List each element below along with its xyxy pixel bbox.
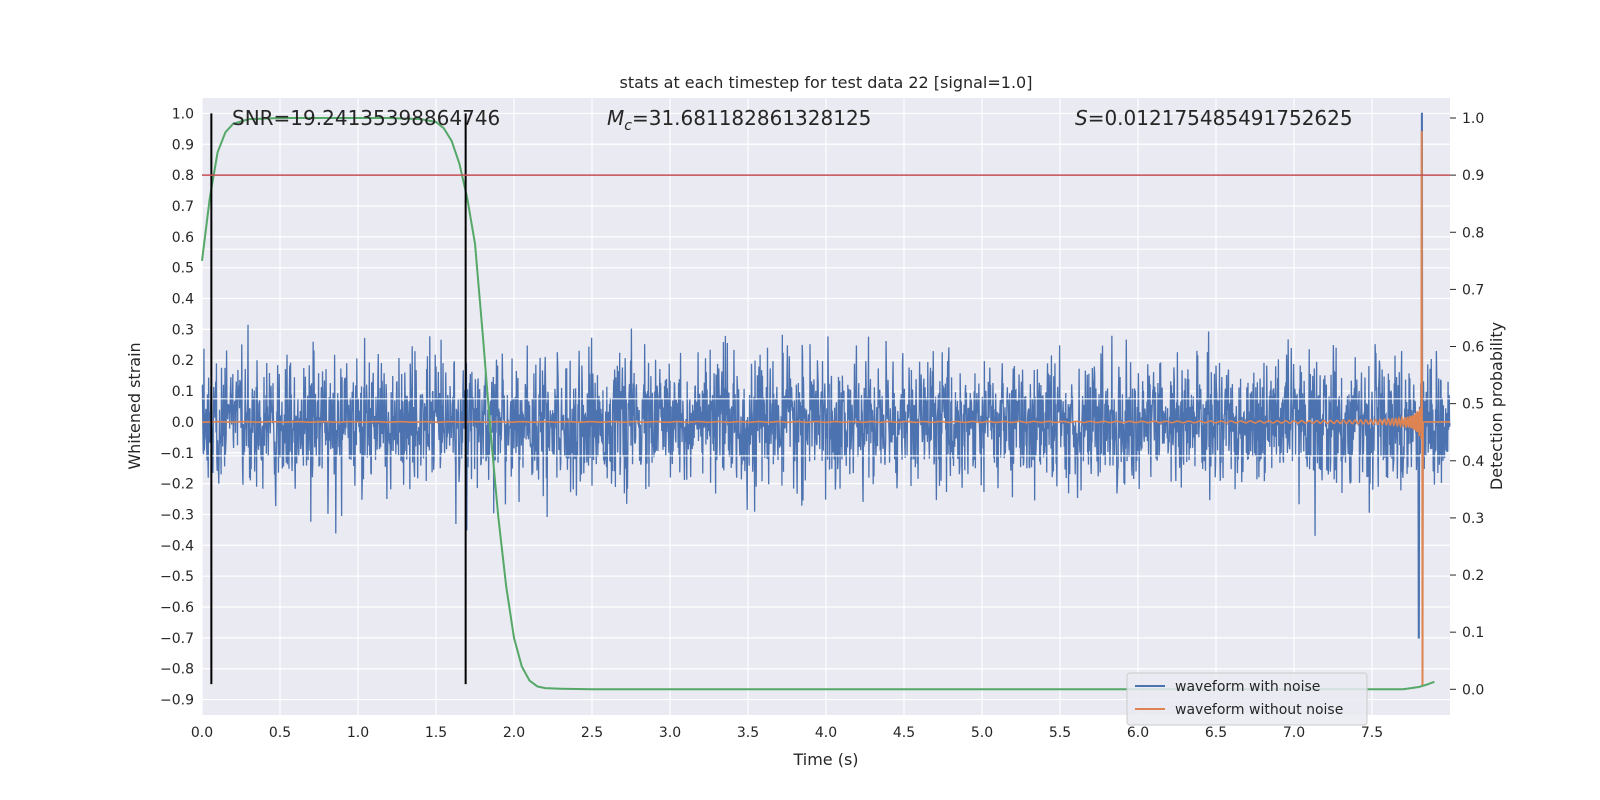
- y-tick-label: −0.2: [160, 477, 194, 493]
- y-right-tick-label: 0.7: [1462, 282, 1484, 298]
- x-tick-label: 6.5: [1205, 725, 1227, 741]
- chirp-mass-subscript: c: [624, 118, 632, 134]
- legend-box: [1126, 672, 1368, 726]
- y-right-tick-label: 0.1: [1462, 625, 1484, 641]
- x-tick-label: 4.0: [815, 725, 837, 741]
- x-tick-label: 5.0: [971, 725, 993, 741]
- y-right-tick-label: 0.4: [1462, 454, 1484, 470]
- s-annotation: S=0.012175485491752625: [1075, 106, 1353, 130]
- x-tick-label: 2.0: [503, 725, 525, 741]
- y-tick-label: −0.4: [160, 538, 194, 554]
- y-tick-label: −0.1: [160, 446, 194, 462]
- y-tick-label: 0.3: [172, 322, 194, 338]
- x-tick-label: 2.5: [581, 725, 603, 741]
- y-tick-label: −0.9: [160, 693, 194, 709]
- y-tick-label: 0.4: [172, 292, 194, 308]
- y-axis-right-label: Detection probability: [1487, 322, 1506, 490]
- y-tick-label: 0.7: [172, 199, 194, 215]
- y-tick-label: 0.9: [172, 137, 194, 153]
- chirp-mass-symbol: M: [607, 106, 624, 130]
- legend: waveform with noise waveform without noi…: [1126, 672, 1368, 726]
- y-right-tick-label: 0.6: [1462, 340, 1484, 356]
- x-tick-label: 3.0: [659, 725, 681, 741]
- chirp-mass-value: =31.681182861328125: [632, 106, 871, 130]
- y-tick-label: 0.2: [172, 353, 194, 369]
- x-tick-label: 0.5: [269, 725, 291, 741]
- y-tick-label: 0.6: [172, 230, 194, 246]
- y-right-tick-label: 0.9: [1462, 168, 1484, 184]
- y-tick-label: 0.1: [172, 384, 194, 400]
- y-tick-label: −0.7: [160, 631, 194, 647]
- x-tick-label: 7.5: [1361, 725, 1383, 741]
- s-symbol: S: [1075, 106, 1088, 130]
- y-tick-label: −0.5: [160, 569, 194, 585]
- x-tick-label: 3.5: [737, 725, 759, 741]
- marker-layer: [202, 113, 1450, 685]
- snr-annotation: SNR=19.24135398864746: [232, 106, 500, 130]
- legend-label-clean: waveform without noise: [1175, 702, 1343, 718]
- y-tick-label: 1.0: [172, 106, 194, 122]
- tick-labels: 0.0 0.5 1.0 1.5 2.0 2.5 3.0 3.5 4.0 4.5 5.0 5.5 6.0 6…: [160, 106, 1484, 741]
- noise-series-layer: [201, 112, 1451, 639]
- y-right-tick-label: 0.3: [1462, 511, 1484, 527]
- y-tick-label: −0.3: [160, 507, 194, 523]
- y-axis-label: Whitened strain: [125, 342, 144, 469]
- x-tick-label: 1.0: [347, 725, 369, 741]
- series-waveform-without-noise: [202, 131, 1450, 685]
- x-tick-label: 7.0: [1283, 725, 1305, 741]
- y-right-tick-label: 0.5: [1462, 397, 1484, 413]
- y-tick-label: −0.8: [160, 662, 194, 678]
- series-waveform-with-noise: [201, 112, 1451, 639]
- y-right-tick-label: 0.0: [1462, 682, 1484, 698]
- x-tick-label: 4.5: [893, 725, 915, 741]
- s-value: =0.012175485491752625: [1088, 106, 1353, 130]
- x-tick-label: 6.0: [1127, 725, 1149, 741]
- chirp-mass-annotation: Mc=31.681182861328125: [607, 106, 871, 134]
- x-tick-label: 5.5: [1049, 725, 1071, 741]
- y-tick-label: 0.8: [172, 168, 194, 184]
- y-right-tick-label: 0.8: [1462, 225, 1484, 241]
- y-tick-label: 0.0: [172, 415, 194, 431]
- y-right-tick-label: 1.0: [1462, 111, 1484, 127]
- clean-series-layer: [202, 131, 1450, 685]
- y-right-tick-label: 0.2: [1462, 568, 1484, 584]
- y-tick-label: −0.6: [160, 600, 194, 616]
- y-tick-label: 0.5: [172, 261, 194, 277]
- x-tick-label: 0.0: [191, 725, 213, 741]
- x-axis-label: Time (s): [792, 750, 858, 769]
- legend-label-noise: waveform with noise: [1175, 679, 1320, 695]
- x-tick-label: 1.5: [425, 725, 447, 741]
- chart-title: stats at each timestep for test data 22 …: [620, 73, 1033, 92]
